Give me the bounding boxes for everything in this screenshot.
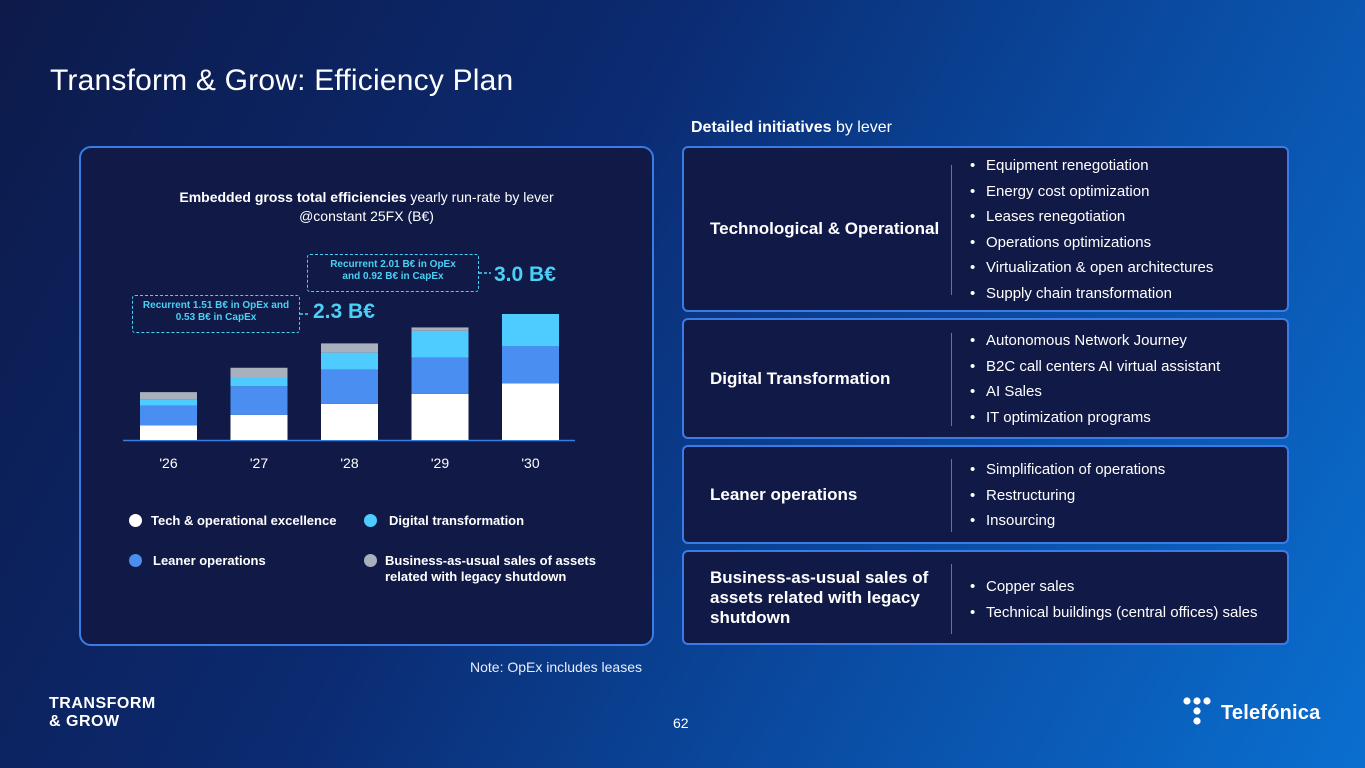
bar-segment-26-0	[140, 425, 197, 440]
lever-item: Technical buildings (central offices) sa…	[970, 600, 1258, 626]
bar-segment-26-1	[140, 405, 197, 426]
lever-item: Copper sales	[970, 574, 1258, 600]
x-tick-label: '29	[431, 455, 449, 471]
bar-segment-29-2	[411, 330, 469, 358]
lever-box-technological: Technological & Operational Equipment re…	[682, 146, 1289, 312]
lever-item: Restructuring	[970, 483, 1165, 509]
lever-item: Supply chain transformation	[970, 281, 1213, 307]
callout-2028-line2: 0.53 B€ in CapEx	[175, 312, 257, 323]
bar-segment-27-1	[230, 386, 288, 415]
lever-items: Autonomous Network Journey B2C call cent…	[970, 328, 1220, 430]
bar-segment-27-0	[230, 414, 288, 440]
bar-segment-29-1	[411, 357, 469, 394]
lever-name: Business-as-usual sales of assets relate…	[710, 567, 929, 627]
stacked-bar-chart: '26 '27 '28 '29 '30	[123, 314, 575, 471]
legend-label-bau-line1: Business-as-usual sales of assets	[385, 553, 596, 568]
brand-line2: & GROW	[49, 713, 120, 730]
x-tick-label: '26	[159, 455, 177, 471]
lever-item: Insourcing	[970, 508, 1165, 534]
lever-item: IT optimization programs	[970, 405, 1220, 431]
legend-label-digital: Digital transformation	[389, 513, 525, 528]
bar-segment-26-3	[140, 392, 197, 400]
initiatives-header: Detailed initiatives by lever	[691, 119, 892, 137]
bar-segment-29-3	[411, 327, 469, 331]
bar-segment-29-0	[411, 393, 469, 440]
page-number: 62	[673, 715, 689, 731]
legend-label-tech: Tech & operational excellence	[151, 513, 337, 528]
lever-item: AI Sales	[970, 379, 1220, 405]
bar-segment-27-2	[230, 377, 288, 387]
legend-label-bau-line2: related with legacy shutdown	[385, 569, 567, 584]
callout-2030-line2: and 0.92 B€ in CapEx	[342, 271, 444, 282]
brand-mark: TRANSFORM & GROW	[49, 695, 156, 731]
logo-text: Telefónica	[1221, 701, 1321, 724]
callout-2030-line1: Recurrent 2.01 B€ in OpEx	[330, 259, 456, 270]
callout-2028-line1: Recurrent 1.51 B€ in OpEx and	[142, 300, 290, 311]
bar-segment-28-2	[321, 352, 378, 370]
lever-item: Leases renegotiation	[970, 204, 1213, 230]
legend-label-bau: Business-as-usual sales of assets relate…	[385, 553, 596, 585]
callout-2028: Recurrent 1.51 B€ in OpEx and 0.53 B€ in…	[132, 295, 300, 333]
footnote: Note: OpEx includes leases	[470, 659, 642, 675]
chart-title-bold: Embedded gross total efficiencies	[179, 189, 407, 205]
lever-item: Energy cost optimization	[970, 179, 1213, 205]
bar-segment-27-3	[230, 367, 288, 377]
initiatives-header-bold: Detailed initiatives	[691, 119, 832, 136]
lever-name: Leaner operations	[710, 484, 858, 504]
lever-item: Simplification of operations	[970, 457, 1165, 483]
legend-label-leaner: Leaner operations	[153, 553, 266, 568]
legend-dot-blue	[129, 554, 142, 567]
x-tick-label: '28	[340, 455, 358, 471]
callout-2030-total: 3.0 B€	[494, 263, 556, 286]
x-tick-label: '30	[521, 455, 539, 471]
legend-dot-grey	[364, 554, 377, 567]
bar-segment-30-1	[502, 346, 559, 384]
chart-title-rest: yearly run-rate by lever	[406, 189, 554, 205]
lever-divider	[951, 333, 952, 426]
lever-divider	[951, 459, 952, 532]
lever-item: B2C call centers AI virtual assistant	[970, 354, 1220, 380]
bar-segment-28-3	[321, 343, 378, 353]
lever-name: Digital Transformation	[710, 368, 891, 388]
lever-divider	[951, 564, 952, 634]
lever-name: Technological & Operational	[710, 219, 940, 238]
chart-title-line2: @constant 25FX (B€)	[299, 208, 434, 224]
callout-2028-connector	[300, 313, 310, 315]
x-tick-label: '27	[250, 455, 268, 471]
lever-item: Operations optimizations	[970, 230, 1213, 256]
bar-segment-30-2	[502, 314, 559, 347]
telefonica-logo: Telefónica	[1183, 696, 1320, 730]
bar-segment-30-0	[502, 383, 559, 440]
lever-box-bau: Business-as-usual sales of assets relate…	[682, 550, 1289, 645]
initiatives-header-rest: by lever	[831, 119, 892, 136]
bar-segment-26-2	[140, 399, 197, 406]
lever-box-digital: Digital Transformation Autonomous Networ…	[682, 318, 1289, 439]
chart-panel: Embedded gross total efficiencies yearly…	[79, 146, 654, 646]
lever-item: Virtualization & open architectures	[970, 255, 1213, 281]
page-title: Transform & Grow: Efficiency Plan	[50, 64, 514, 97]
legend-dot-cyan	[364, 514, 377, 527]
legend-dot-white	[129, 514, 142, 527]
lever-items: Copper sales Technical buildings (centra…	[970, 574, 1258, 625]
lever-items: Equipment renegotiation Energy cost opti…	[970, 153, 1213, 306]
callout-2028-total: 2.3 B€	[313, 300, 375, 323]
brand-line1: TRANSFORM	[49, 695, 156, 712]
lever-item: Equipment renegotiation	[970, 153, 1213, 179]
lever-item: Autonomous Network Journey	[970, 328, 1220, 354]
lever-divider	[951, 165, 952, 295]
chart-title: Embedded gross total efficiencies yearly…	[81, 188, 652, 226]
callout-2030-connector	[479, 272, 491, 274]
telefonica-logo-icon	[1183, 697, 1211, 725]
bar-segment-28-1	[321, 369, 378, 404]
lever-box-leaner: Leaner operations Simplification of oper…	[682, 445, 1289, 544]
callout-2030: Recurrent 2.01 B€ in OpEx and 0.92 B€ in…	[307, 254, 479, 292]
lever-items: Simplification of operations Restructuri…	[970, 457, 1165, 534]
bar-segment-28-0	[321, 403, 378, 440]
